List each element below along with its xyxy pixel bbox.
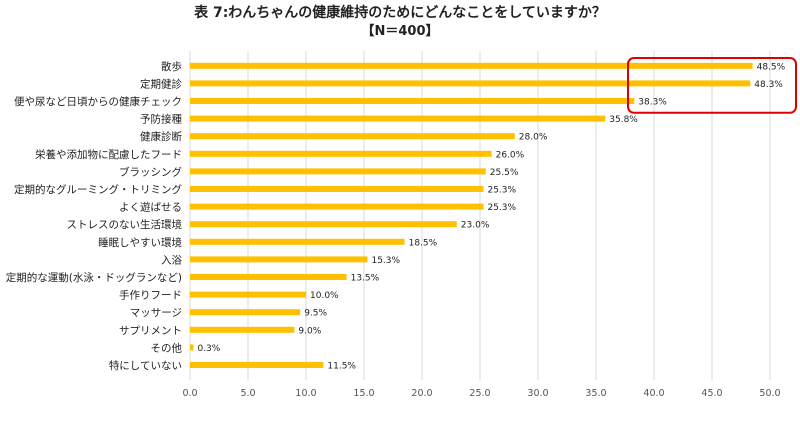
bar [190, 98, 635, 104]
data-label: 38.3% [638, 98, 667, 108]
x-tick-label: 45.0 [701, 388, 722, 399]
category-label: 栄養や添加物に配慮したフード [35, 148, 182, 161]
x-tick-label: 10.0 [295, 388, 316, 399]
bar [190, 80, 751, 87]
bar [190, 186, 484, 192]
category-label: ストレスのない生活環境 [67, 218, 183, 231]
bar [190, 256, 368, 263]
data-label: 10.0% [310, 291, 339, 301]
category-label: ブラッシング [119, 165, 182, 178]
bar [190, 203, 484, 210]
bar [190, 326, 295, 333]
x-tick-label: 25.0 [469, 388, 490, 399]
data-label: 13.5% [351, 274, 380, 284]
category-label: その他 [151, 341, 183, 354]
bar [190, 238, 405, 245]
highlight-box [627, 57, 797, 114]
category-label: 定期健診 [140, 77, 182, 90]
bar [190, 221, 457, 228]
bar [190, 133, 515, 140]
data-label: 26.0% [496, 150, 525, 160]
category-label: 散歩 [161, 60, 182, 73]
category-label: 睡眠しやすい環境 [98, 236, 182, 249]
bar [190, 150, 492, 157]
data-label: 9.5% [304, 309, 327, 319]
data-label: 35.8% [609, 115, 638, 125]
category-label: 予防接種 [140, 113, 182, 126]
x-tick-label: 40.0 [643, 388, 664, 399]
category-label: よく遊ばせる [119, 201, 182, 214]
bar [190, 309, 301, 316]
data-label: 25.5% [490, 168, 519, 178]
category-label: 定期的な運動(水泳・ドッグランなど) [6, 271, 182, 284]
category-label: 入浴 [161, 254, 182, 266]
category-label: マッサージ [130, 307, 182, 319]
bar [190, 344, 194, 351]
data-label: 25.3% [487, 186, 516, 196]
category-label: サプリメント [119, 325, 182, 337]
chart-subtitle: 【N＝400】 [361, 24, 439, 39]
category-label: 特にしていない [109, 360, 182, 372]
data-label: 28.0% [519, 133, 548, 143]
x-tick-label: 20.0 [411, 388, 432, 399]
data-label: 48.5% [757, 62, 786, 72]
data-label: 9.0% [298, 326, 321, 336]
bar [190, 362, 324, 368]
category-label: 便や尿など日頃からの健康チェック [14, 95, 182, 108]
category-label: 定期的なグルーミング・トリミング [14, 183, 182, 196]
x-tick-label: 15.0 [353, 388, 374, 399]
category-label: 健康診断 [140, 130, 182, 143]
x-tick-label: 35.0 [585, 388, 606, 399]
data-label: 48.3% [754, 80, 783, 90]
bar [190, 168, 486, 175]
bar [190, 62, 753, 69]
x-tick-label: 5.0 [240, 388, 255, 399]
data-label: 18.5% [409, 238, 438, 248]
chart-title: 表 7:わんちゃんの健康維持のためにどんなことをしていますか？ [194, 5, 606, 21]
x-tick-label: 30.0 [527, 388, 548, 399]
x-tick-label: 50.0 [759, 388, 780, 399]
data-label: 15.3% [371, 256, 400, 266]
category-label: 手作りフード [119, 289, 182, 302]
bar [190, 274, 347, 280]
data-label: 11.5% [327, 362, 356, 372]
data-label: 25.3% [487, 203, 516, 213]
data-label: 23.0% [461, 221, 490, 231]
bar [190, 115, 606, 122]
bar [190, 291, 306, 298]
x-tick-label: 0.0 [182, 388, 197, 399]
data-label: 0.3% [197, 344, 220, 354]
